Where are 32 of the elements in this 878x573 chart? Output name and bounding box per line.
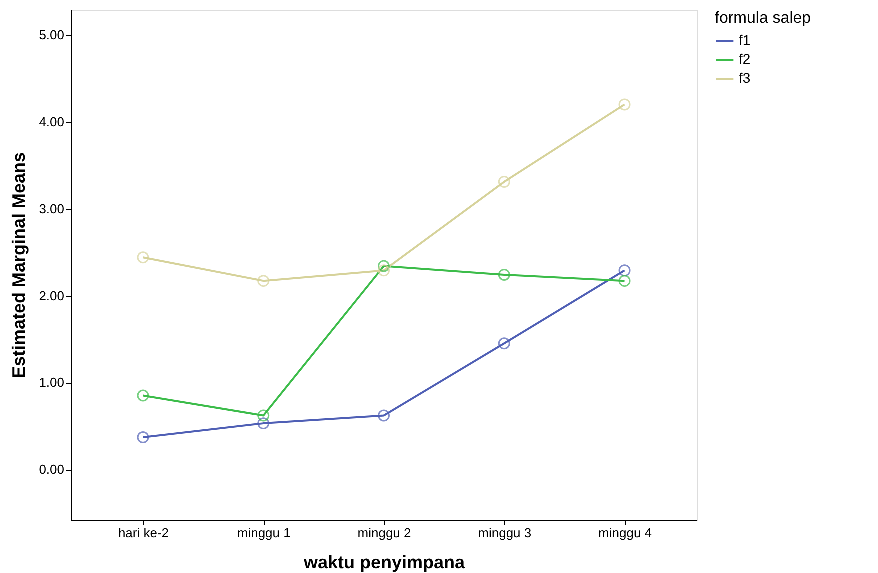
point — [137, 390, 150, 402]
x-tick-label: minggu 2 — [358, 526, 412, 540]
point — [618, 275, 631, 288]
legend-title: formula salep — [715, 10, 812, 27]
point — [618, 264, 631, 277]
y-tick-label: 2.00 — [39, 288, 64, 304]
point — [258, 418, 270, 430]
point — [498, 269, 510, 281]
y-tick-label: 0.00 — [39, 462, 64, 478]
x-tick-label: minggu 3 — [478, 526, 532, 540]
point — [498, 338, 510, 350]
point — [378, 260, 390, 272]
y-tick-label: 4.00 — [39, 114, 64, 130]
point — [618, 98, 631, 111]
x-tick-label: minggu 4 — [598, 526, 652, 540]
point — [258, 410, 270, 422]
point — [137, 252, 150, 264]
y-axis-title: Estimated Marginal Means — [9, 152, 30, 379]
point — [378, 410, 390, 422]
y-tick-label: 5.00 — [39, 28, 64, 43]
x-tick-label: hari ke-2 — [118, 526, 170, 540]
y-tick-label: 1.00 — [39, 375, 64, 390]
legend-label: f3 — [739, 70, 751, 86]
point — [137, 431, 150, 444]
legend-label: f2 — [739, 51, 751, 67]
y-tick-label: 3.00 — [39, 201, 64, 216]
x-tick-label: minggu 1 — [237, 526, 291, 540]
legend-label: f1 — [739, 32, 751, 48]
point — [258, 275, 270, 288]
point — [498, 176, 510, 188]
point — [378, 264, 390, 277]
x-axis-title: waktu penyimpana — [302, 552, 466, 572]
